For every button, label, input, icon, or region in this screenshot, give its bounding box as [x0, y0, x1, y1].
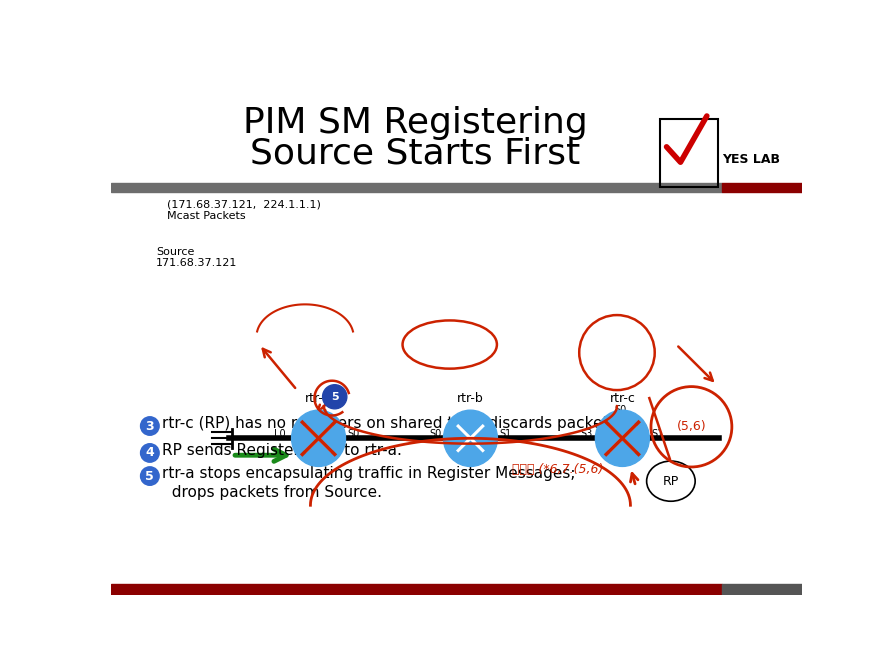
Text: (171.68.37.121,  224.1.1.1)
Mcast Packets: (171.68.37.121, 224.1.1.1) Mcast Packets [167, 199, 321, 221]
Text: rtr-c: rtr-c [609, 392, 635, 405]
Ellipse shape [291, 410, 346, 466]
Ellipse shape [647, 461, 695, 501]
Text: rtr-b: rtr-b [457, 392, 484, 405]
Circle shape [141, 444, 159, 462]
Text: PIM SM Registering: PIM SM Registering [243, 106, 587, 140]
Text: YES LAB: YES LAB [723, 153, 781, 166]
Ellipse shape [444, 410, 497, 466]
Text: RP sends Register-Stop to rtr-a.: RP sends Register-Stop to rtr-a. [162, 443, 402, 458]
Circle shape [323, 385, 347, 409]
Text: 4: 4 [145, 446, 154, 460]
Text: RP: RP [663, 474, 679, 488]
Ellipse shape [595, 410, 650, 466]
Bar [660, 119, 718, 187]
Text: S3: S3 [581, 429, 593, 440]
Text: S1: S1 [651, 429, 664, 440]
Text: L0: L0 [274, 429, 285, 440]
Bar [111, 183, 723, 192]
Bar [723, 183, 802, 192]
Circle shape [141, 417, 159, 436]
Text: rtr-a: rtr-a [306, 392, 331, 405]
Text: 5: 5 [331, 392, 339, 402]
Text: (5,6): (5,6) [676, 420, 707, 434]
Circle shape [141, 467, 159, 485]
Bar [723, 584, 802, 595]
Text: 5: 5 [145, 470, 154, 482]
Text: 3: 3 [145, 419, 154, 433]
Text: 好後有 (*6,7.(5,6): 好後有 (*6,7.(5,6) [511, 463, 603, 476]
Text: rtr-c (RP) has no receivers on shared tree; discards packet.: rtr-c (RP) has no receivers on shared tr… [162, 415, 614, 431]
Text: rtr-a stops encapsulating traffic in Register Messages;: rtr-a stops encapsulating traffic in Reg… [162, 466, 576, 481]
Text: Source Starts First: Source Starts First [250, 136, 580, 171]
Text: S0: S0 [614, 405, 626, 415]
Text: S1: S1 [500, 429, 512, 440]
Text: drops packets from Source.: drops packets from Source. [162, 485, 382, 500]
Bar [111, 584, 723, 595]
Text: Source
171.68.37.121: Source 171.68.37.121 [156, 247, 238, 268]
Text: S0: S0 [429, 429, 441, 440]
Text: S0: S0 [347, 429, 360, 440]
